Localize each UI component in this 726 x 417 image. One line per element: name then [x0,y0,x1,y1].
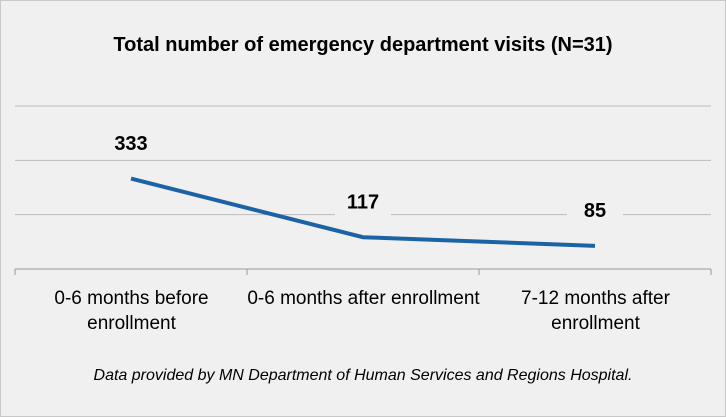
label-background [567,197,623,226]
source-note: Data provided by MN Department of Human … [93,367,633,384]
x-tick-label: 0-6 months before enrollment [54,288,209,334]
x-tick-label: 0-6 months after enrollment [247,288,480,309]
line [130,176,596,248]
data-label: 117 [347,191,379,213]
chart-title: Total number of emergency department vis… [113,34,613,56]
label-background [103,130,159,159]
label-background [335,189,391,218]
data-label: 85 [584,200,606,222]
data-label: 333 [114,133,147,155]
x-tick-label: 7-12 months after enrollment [521,288,670,334]
